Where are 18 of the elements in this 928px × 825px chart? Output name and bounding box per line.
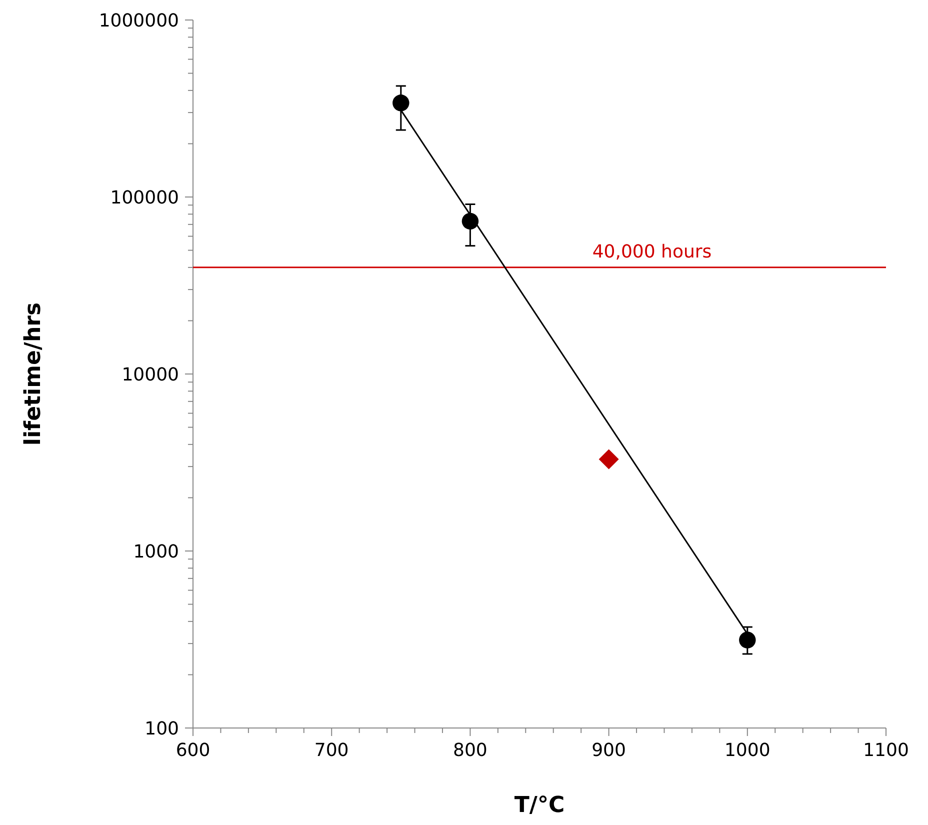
x-tick-label: 900 <box>592 740 626 761</box>
y-tick-label: 10000 <box>122 364 179 386</box>
x-tick-label: 600 <box>176 740 210 761</box>
point <box>462 212 479 230</box>
point <box>392 94 410 112</box>
y-tick-label: 1000 <box>133 541 179 562</box>
ref-line-label: 40,000 hours <box>592 241 712 262</box>
y-tick-label: 100000 <box>110 187 179 208</box>
y-tick-label: 1000000 <box>98 10 179 32</box>
point <box>739 632 756 648</box>
x-tick-label: 1100 <box>863 740 909 761</box>
point <box>598 449 619 470</box>
y-axis-title: lifetime/hrs <box>21 302 46 446</box>
x-tick-label: 1000 <box>724 740 770 761</box>
y-tick-label: 100 <box>144 718 179 740</box>
x-tick-label: 800 <box>453 740 488 761</box>
x-tick-label: 700 <box>314 740 349 761</box>
x-axis-title: T/°C <box>514 793 565 818</box>
